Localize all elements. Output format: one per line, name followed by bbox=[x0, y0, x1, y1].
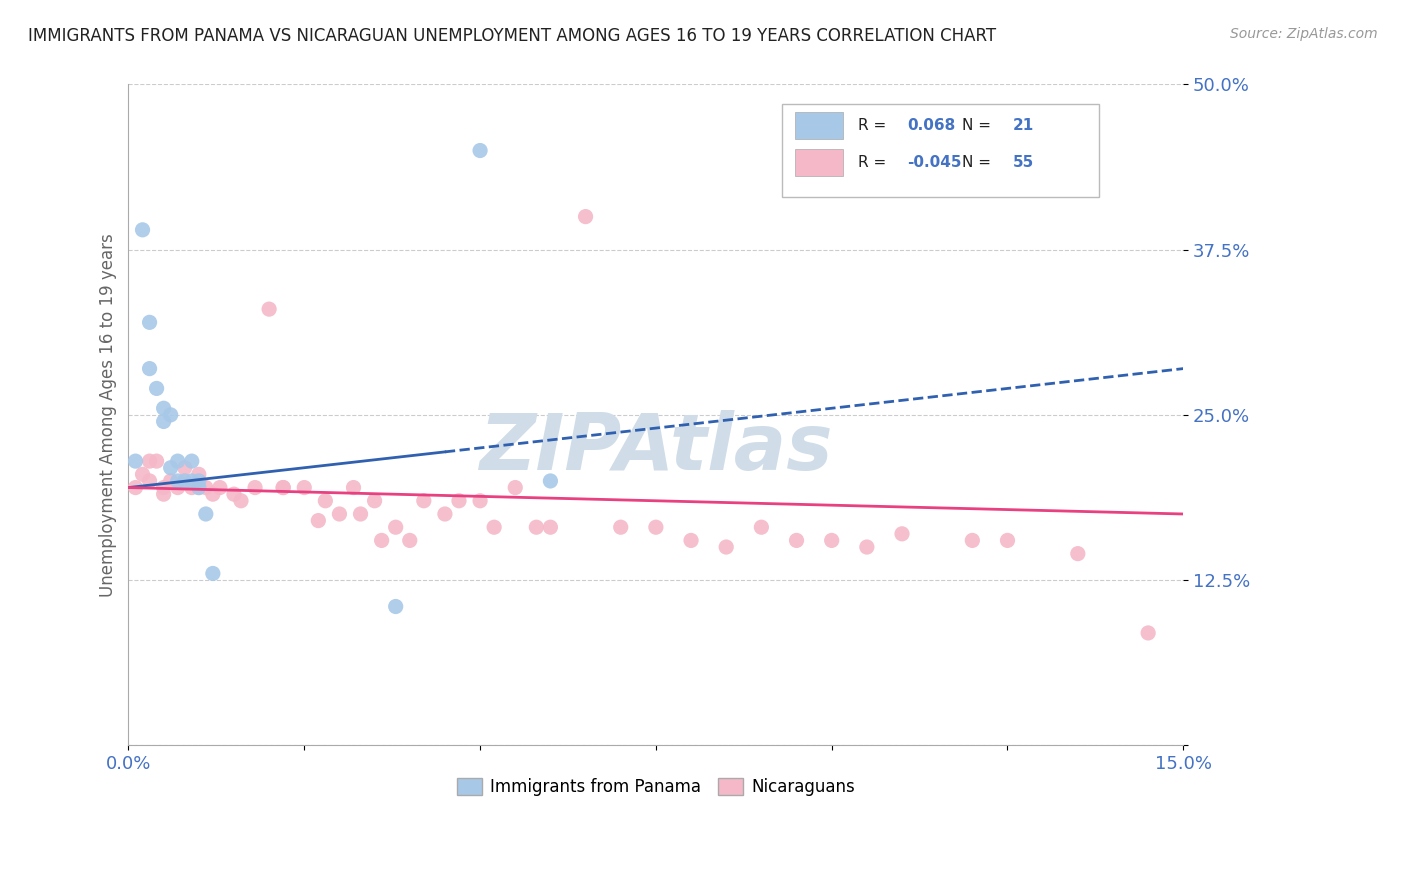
Point bbox=[194, 507, 217, 521]
Point bbox=[173, 474, 195, 488]
Point bbox=[131, 467, 153, 482]
Legend: Immigrants from Panama, Nicaraguans: Immigrants from Panama, Nicaraguans bbox=[450, 772, 862, 803]
Point bbox=[159, 474, 181, 488]
Point bbox=[1067, 547, 1090, 561]
Point bbox=[257, 302, 280, 317]
Text: ZIPAtlas: ZIPAtlas bbox=[479, 410, 832, 486]
Point bbox=[180, 454, 202, 468]
Point bbox=[131, 223, 153, 237]
Point bbox=[222, 487, 245, 501]
Point bbox=[180, 481, 202, 495]
Point bbox=[482, 520, 505, 534]
Point bbox=[856, 540, 879, 554]
Point bbox=[187, 481, 209, 495]
Point bbox=[124, 454, 146, 468]
Point bbox=[138, 454, 160, 468]
Point bbox=[891, 526, 914, 541]
Point bbox=[201, 566, 224, 581]
Point bbox=[208, 481, 231, 495]
Point bbox=[328, 507, 350, 521]
Point bbox=[173, 460, 195, 475]
Text: N =: N = bbox=[962, 155, 995, 169]
Point bbox=[468, 144, 491, 158]
Y-axis label: Unemployment Among Ages 16 to 19 years: Unemployment Among Ages 16 to 19 years bbox=[100, 233, 117, 597]
Text: R =: R = bbox=[859, 155, 891, 169]
Text: 55: 55 bbox=[1012, 155, 1033, 169]
Point bbox=[679, 533, 702, 548]
Point bbox=[159, 408, 181, 422]
Point bbox=[271, 481, 294, 495]
Point bbox=[609, 520, 631, 534]
Point bbox=[201, 487, 224, 501]
FancyBboxPatch shape bbox=[796, 112, 842, 138]
Point bbox=[145, 454, 167, 468]
Point bbox=[124, 481, 146, 495]
Point bbox=[447, 493, 470, 508]
Text: -0.045: -0.045 bbox=[907, 155, 962, 169]
Point bbox=[433, 507, 456, 521]
Point bbox=[468, 493, 491, 508]
Point bbox=[716, 540, 738, 554]
Text: 0.068: 0.068 bbox=[907, 118, 955, 133]
Point bbox=[138, 361, 160, 376]
Point bbox=[138, 474, 160, 488]
Point bbox=[538, 474, 561, 488]
Point bbox=[384, 599, 406, 614]
Point bbox=[292, 481, 315, 495]
Point bbox=[229, 493, 252, 508]
Point bbox=[751, 520, 773, 534]
Text: R =: R = bbox=[859, 118, 891, 133]
Text: N =: N = bbox=[962, 118, 995, 133]
Point bbox=[166, 454, 188, 468]
Point bbox=[314, 493, 336, 508]
Point bbox=[524, 520, 547, 534]
FancyBboxPatch shape bbox=[796, 149, 842, 176]
Point bbox=[384, 520, 406, 534]
Point bbox=[503, 481, 526, 495]
Point bbox=[342, 481, 364, 495]
Text: 21: 21 bbox=[1012, 118, 1033, 133]
Point bbox=[194, 481, 217, 495]
Text: Source: ZipAtlas.com: Source: ZipAtlas.com bbox=[1230, 27, 1378, 41]
Point bbox=[152, 401, 174, 416]
Point bbox=[166, 481, 188, 495]
Point bbox=[271, 481, 294, 495]
Point bbox=[786, 533, 808, 548]
Point bbox=[962, 533, 984, 548]
Point bbox=[349, 507, 371, 521]
Point bbox=[363, 493, 385, 508]
Point bbox=[173, 474, 195, 488]
Point bbox=[138, 315, 160, 329]
FancyBboxPatch shape bbox=[783, 104, 1099, 197]
Point bbox=[152, 481, 174, 495]
Point bbox=[145, 381, 167, 395]
Point bbox=[1137, 626, 1160, 640]
Point bbox=[152, 415, 174, 429]
Point bbox=[187, 467, 209, 482]
Point bbox=[644, 520, 666, 534]
Point bbox=[152, 487, 174, 501]
Point bbox=[243, 481, 266, 495]
Point bbox=[166, 474, 188, 488]
Point bbox=[187, 481, 209, 495]
Point bbox=[538, 520, 561, 534]
Point bbox=[997, 533, 1019, 548]
Point bbox=[307, 514, 329, 528]
Point bbox=[398, 533, 420, 548]
Point bbox=[412, 493, 434, 508]
Text: IMMIGRANTS FROM PANAMA VS NICARAGUAN UNEMPLOYMENT AMONG AGES 16 TO 19 YEARS CORR: IMMIGRANTS FROM PANAMA VS NICARAGUAN UNE… bbox=[28, 27, 997, 45]
Point bbox=[821, 533, 844, 548]
Point bbox=[187, 474, 209, 488]
Point bbox=[574, 210, 596, 224]
Point bbox=[370, 533, 392, 548]
Point bbox=[159, 460, 181, 475]
Point bbox=[180, 474, 202, 488]
